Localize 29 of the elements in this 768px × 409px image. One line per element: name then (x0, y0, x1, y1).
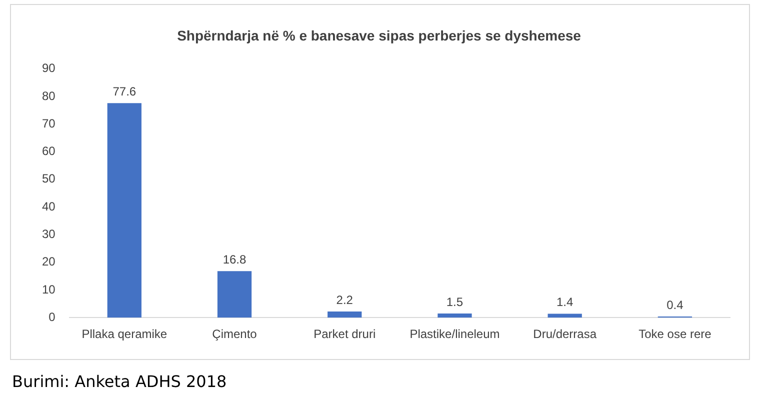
y-tick-label: 40 (42, 199, 56, 214)
data-label: 1.4 (556, 295, 574, 310)
y-tick-label: 50 (42, 172, 56, 186)
x-tick-label: Pllaka qeramike (82, 327, 168, 342)
x-tick-label: Parket druri (314, 327, 376, 342)
x-tick-label: Dru/derrasa (533, 327, 597, 342)
data-label: 1.5 (446, 294, 464, 309)
y-tick-label: 80 (42, 88, 56, 103)
y-tick-label: 70 (42, 116, 56, 130)
y-tick-label: 0 (48, 310, 56, 324)
y-tick-label: 20 (42, 254, 56, 269)
bar (107, 103, 142, 318)
y-tick-label: 90 (42, 61, 56, 76)
bar (217, 271, 252, 318)
bar (438, 313, 472, 318)
x-tick-label: Toke ose rere (638, 327, 712, 342)
data-label: 2.2 (336, 292, 354, 307)
data-label: 77.6 (112, 84, 136, 98)
text: Burimi: Anketa ADHS 2018 (12, 372, 227, 391)
chart-title: Shpërndarja në % e banesave sipas perberjes se dyshemese (177, 27, 582, 44)
y-tick-label: 60 (42, 144, 56, 158)
y-tick-label: 30 (42, 226, 56, 241)
y-tick-label: 10 (42, 282, 56, 296)
data-label: 16.8 (222, 252, 247, 266)
x-tick-label: Çimento (212, 327, 258, 342)
x-tick-label: Plastike/lineleum (410, 327, 500, 342)
data-label: 0.4 (666, 298, 684, 312)
bar (548, 314, 582, 318)
bar (328, 312, 362, 318)
